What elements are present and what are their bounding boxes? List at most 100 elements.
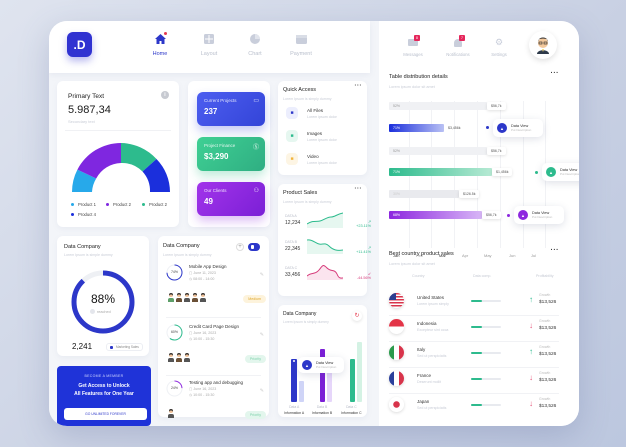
folder-icon: ■: [286, 107, 298, 119]
quick-access-video[interactable]: ■ Video Lorem ipsum dolor: [286, 153, 337, 165]
nav-messages[interactable]: 8 Messages: [400, 35, 426, 57]
home-icon: [140, 32, 180, 45]
col-country: Country: [412, 274, 425, 278]
marketing-sales-tag: Marketing Sales: [106, 343, 143, 351]
bars-card-subtitle: Lorem Ipsum is simply dummy: [283, 320, 329, 324]
sparkline-b: [307, 239, 343, 254]
task-item[interactable]: 24% Testing app and debugging ▢ June 16,…: [166, 380, 266, 426]
stat-project-finance[interactable]: Project Finance $3,290 Ⓢ: [197, 137, 265, 171]
sales-label: DATA B: [285, 240, 297, 244]
task-name: Testing app and debugging: [189, 380, 244, 385]
primary-card: Primary Text i 5.987,34 Secondary text P…: [57, 81, 179, 227]
stat-label: Project Finance: [204, 143, 236, 148]
donut-legend: Product 1 Product 2 Product 2 Product 4: [71, 202, 176, 217]
bars-card-title: Data Company: [283, 311, 317, 317]
add-task-button[interactable]: +: [236, 243, 244, 251]
country-row-japan[interactable]: Japan Sed ut perspiciatis ↓ Growth $13,526: [389, 396, 569, 420]
more-menu-icon[interactable]: ···: [550, 70, 559, 77]
video-folder-icon: ■: [286, 153, 298, 165]
bar-data-a[interactable]: [291, 359, 297, 402]
user-avatar[interactable]: [529, 31, 557, 59]
nav-home[interactable]: Home: [140, 32, 180, 57]
messages-badge: 8: [414, 35, 420, 41]
country-row-us[interactable]: United States Lorem ipsum simply ↑ Growth…: [389, 292, 569, 316]
country-row-italy[interactable]: Italy Sed ut perspiciatis ↑ Growth $13,526: [389, 344, 569, 368]
task-item[interactable]: 60% Credit Card Page Design ▢ June 16, 2…: [166, 324, 266, 370]
sales-label: DATA C: [285, 266, 298, 270]
task-percent: 24%: [170, 386, 178, 390]
task-item[interactable]: 74% Mobile App Design ▢ June 11, 2023 ◷ …: [166, 264, 266, 310]
data-view-popup: ▲ Data View Put Description: [493, 119, 543, 137]
stat-our-clients[interactable]: Our Clients 49 ⚇: [197, 182, 265, 216]
bar-data-c[interactable]: [350, 359, 355, 402]
country-row-france[interactable]: France Deserunt mollit ↓ Growth $13,526: [389, 370, 569, 394]
folder-icon: ▭: [253, 98, 259, 104]
bar-data-b[interactable]: [320, 349, 325, 402]
priority-badge: Priority: [244, 355, 266, 363]
nav-payment[interactable]: Payment: [281, 33, 321, 57]
primary-card-title: Primary Text: [68, 93, 104, 100]
growth-value: $13,526: [539, 352, 557, 357]
layout-icon: [189, 33, 229, 45]
data-view-popup: ▲ Data View Put Description: [514, 206, 564, 224]
nav-settings[interactable]: ⚙ Settings: [487, 37, 511, 57]
go-unlimited-button[interactable]: GO UNLIMITED FOREVER: [64, 408, 147, 420]
edit-icon[interactable]: ✎: [259, 272, 264, 278]
task-progress-ring: [166, 264, 183, 281]
app-logo[interactable]: .D: [67, 32, 92, 57]
edit-icon[interactable]: ✎: [259, 332, 264, 338]
edit-icon[interactable]: ✎: [259, 388, 264, 394]
nav-layout-label: Layout: [200, 51, 218, 57]
country-sub: Sed ut perspiciatis: [417, 354, 447, 358]
notifications-badge: 7: [459, 35, 465, 41]
clock-icon: ◷ 08:00 - 14:00: [189, 277, 215, 281]
legend-item: Product 2: [142, 202, 175, 207]
sales-value: 22,345: [285, 246, 301, 252]
task-progress-ring: [166, 324, 183, 341]
chart-point: [507, 214, 510, 217]
data-comp-bar: [471, 403, 501, 406]
view-toggle[interactable]: [248, 243, 260, 251]
tasks-title: Data Company: [163, 243, 200, 249]
divider: [389, 367, 559, 368]
product-sales-title: Product Sales: [283, 190, 318, 196]
bar-x-labels: Data A Information A Data B Information B …: [284, 405, 362, 415]
sales-row-a: DATA A 12,234 ↗ +23.11%: [285, 212, 371, 242]
sparkline-a: [307, 212, 343, 228]
more-menu-icon[interactable]: ···: [550, 247, 559, 254]
country-row-indonesia[interactable]: Indonesia Excepteur sint occa ↓ Growth $13…: [389, 318, 569, 342]
ring-total: 2,241: [72, 342, 93, 351]
stat-current-projects[interactable]: Current Projects 237 ▭: [197, 92, 265, 126]
nav-chart[interactable]: Chart: [235, 33, 275, 57]
qa-label: Video: [307, 153, 319, 159]
chart-point: [486, 126, 489, 129]
bar-data-b-secondary: [327, 372, 332, 402]
nav-notifications[interactable]: 7 Notifications: [441, 35, 475, 57]
quick-access-images[interactable]: ■ Images Lorem ipsum dolor: [286, 130, 337, 142]
nav-layout[interactable]: Layout: [189, 33, 229, 57]
grid-line: [523, 101, 524, 248]
task-percent: 74%: [170, 270, 178, 274]
country-sub: Deserunt mollit: [417, 380, 441, 384]
quick-access-subtitle: Lorem Ipsum is simply dummy: [283, 97, 332, 101]
promo-kicker: BECOME A MEMBER: [84, 374, 124, 378]
calendar-icon: ▢ June 16, 2023: [189, 387, 217, 391]
flag-italy-icon: [389, 345, 404, 360]
flag-japan-icon: [389, 397, 404, 412]
info-icon[interactable]: i: [161, 91, 169, 99]
quick-access-all-files[interactable]: ■ All Files Lorem ipsum dolor: [286, 107, 337, 119]
flag-france-icon: [389, 371, 404, 386]
more-menu-icon[interactable]: ···: [354, 186, 362, 192]
flag-indonesia-icon: [389, 319, 404, 334]
divider: [389, 341, 559, 342]
growth-label: Growth: [539, 293, 551, 297]
bar-data-a-secondary: [299, 381, 304, 402]
primary-subtitle: Secondary text: [68, 119, 95, 124]
calendar-icon: ▢ June 11, 2023: [189, 271, 216, 275]
qa-label: Images: [307, 130, 323, 136]
country-sub: Lorem ipsum simply: [417, 302, 449, 306]
dist-value: $56,7k: [487, 147, 506, 155]
dist-value: $56,7k: [487, 102, 506, 110]
more-menu-icon[interactable]: ···: [354, 83, 362, 89]
refresh-icon[interactable]: ↻: [352, 311, 362, 321]
